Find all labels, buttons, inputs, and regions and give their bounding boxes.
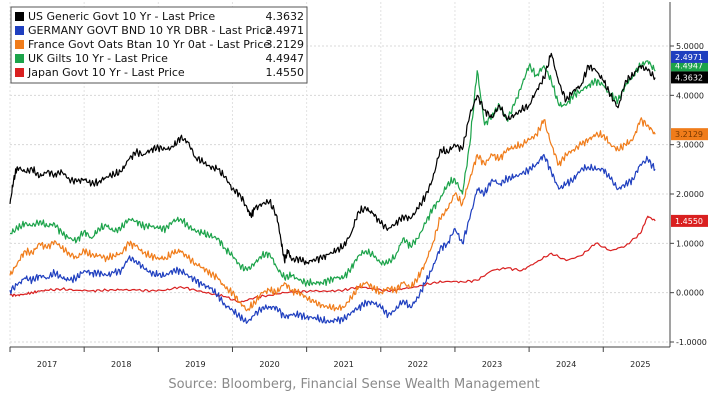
series-line-3	[9, 60, 656, 287]
legend-value-0: 4.3632	[266, 10, 305, 23]
chart: 2017 2018 2019 2020 2021 2022 2023 2024 2025 5.0…	[9, 2, 708, 369]
x-tick-label: 2025	[630, 360, 650, 369]
last-price-badge-1	[671, 50, 708, 63]
last-price-badge-4	[671, 214, 708, 227]
last-price-labels: 4.4947 4.3632 3.2129 2.4971 1.4550	[671, 50, 708, 227]
x-tick-label: 2020	[259, 360, 279, 369]
x-ticks: 2017 2018 2019 2020 2021 2022 2023 2024 2025	[9, 347, 651, 369]
last-price-badge-0	[671, 71, 708, 84]
series-line-4	[9, 215, 656, 304]
last-price-label-4: 1.4550	[675, 217, 703, 226]
y-tick-label: 5.0000	[676, 42, 704, 51]
legend-name-1: GERMANY GOVT BND 10 YR DBR - Last Price	[28, 24, 272, 37]
x-tick-label: 2024	[556, 360, 576, 369]
y-tick-label: 0.0000	[676, 289, 704, 298]
y-tick-label: 2.0000	[676, 190, 704, 199]
legend-name-2: France Govt Oats Btan 10 Yr 0at - Last P…	[28, 38, 270, 51]
legend-swatch-3	[15, 54, 24, 63]
series-line-0	[9, 52, 656, 266]
legend-value-2: 3.2129	[266, 38, 305, 51]
legend-swatch-0	[15, 12, 24, 21]
y-tick-label: 3.0000	[676, 141, 704, 150]
x-tick-label: 2019	[185, 360, 205, 369]
last-price-badge-2	[671, 128, 708, 141]
legend-swatch-4	[15, 68, 24, 77]
x-tick-label: 2023	[482, 360, 502, 369]
legend: US Generic Govt 10 Yr - Last Price 4.3632…	[10, 6, 308, 84]
series-line-2	[9, 117, 656, 312]
x-tick-label: 2017	[37, 360, 57, 369]
x-tick-label: 2021	[334, 360, 354, 369]
y-tick-label: -1.0000	[676, 338, 707, 347]
x-tick-label: 2022	[408, 360, 428, 369]
legend-swatch-2	[15, 40, 24, 49]
last-price-label-2: 3.2129	[675, 130, 703, 139]
series-line-1	[9, 153, 656, 325]
y-tick-label: 4.0000	[676, 91, 704, 100]
y-ticks: 5.0000 4.0000 3.0000 2.0000 1.0000 0.0000 -1.0…	[670, 42, 707, 347]
legend-value-4: 1.4550	[266, 66, 305, 79]
legend-swatch-1	[15, 26, 24, 35]
last-price-label-1: 2.4971	[675, 53, 703, 62]
last-price-label-0: 4.3632	[675, 73, 703, 82]
source-caption: Source: Bloomberg, Financial Sense Wealt…	[168, 377, 540, 392]
legend-name-3: UK Gilts 10 Yr - Last Price	[28, 52, 168, 65]
legend-name-0: US Generic Govt 10 Yr - Last Price	[28, 10, 215, 23]
series-lines	[9, 52, 656, 325]
y-tick-label: 1.0000	[676, 239, 704, 248]
legend-box	[10, 6, 308, 84]
legend-name-4: Japan Govt 10 Yr - Last Price	[27, 66, 185, 79]
x-tick-label: 2018	[111, 360, 131, 369]
legend-value-1: 2.4971	[266, 24, 305, 37]
legend-value-3: 4.4947	[266, 52, 305, 65]
last-price-label-3: 4.4947	[675, 61, 703, 70]
